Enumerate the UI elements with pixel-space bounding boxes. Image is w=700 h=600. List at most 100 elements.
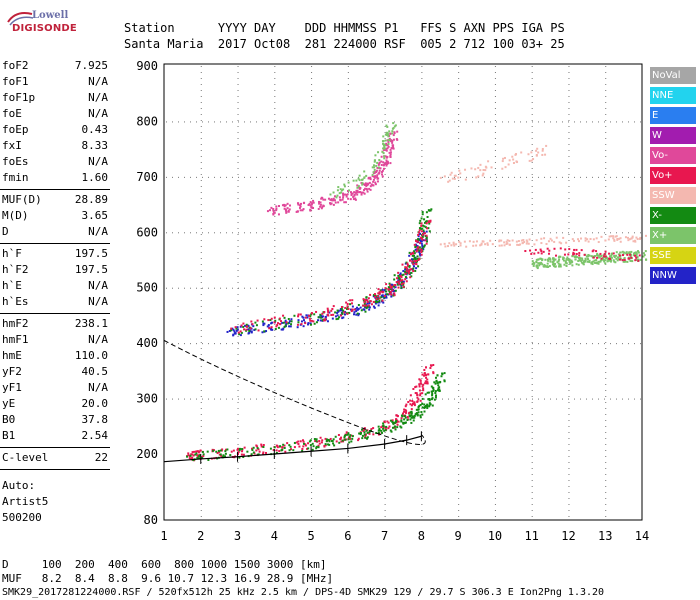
grid-dot [421, 168, 423, 169]
trace-point-x [609, 255, 612, 258]
trace-point-xplus-upper [347, 181, 350, 184]
grid-dot [458, 492, 460, 493]
trace-point-ssw-upper [484, 169, 487, 172]
trace-point-nnw [355, 310, 358, 313]
grid-dot [531, 150, 533, 151]
grid-dot [562, 232, 563, 234]
grid-dot [200, 96, 202, 97]
grid-dot [274, 150, 276, 151]
trace-point-voplus-upper [304, 322, 307, 325]
grid-dot [568, 186, 570, 187]
grid-dot [556, 398, 557, 400]
grid-dot [384, 258, 386, 259]
grid-dot [526, 232, 527, 234]
trace-point-x [428, 398, 431, 401]
trace-point-xminus-upper [423, 244, 426, 247]
grid-dot [531, 84, 533, 85]
trace-point-x [598, 254, 601, 257]
trace-point-ssw [607, 238, 610, 241]
grid-dot [250, 232, 251, 234]
trace-point-voplus-upper [364, 304, 367, 307]
trace-point-nnw [414, 248, 417, 251]
grid-dot [347, 120, 349, 121]
grid-dot [274, 480, 276, 481]
trace-point-x [622, 260, 625, 263]
param-value: N/A [88, 225, 108, 238]
grid-dot [531, 132, 533, 133]
trace-point-nnw [415, 267, 418, 270]
grid-dot [304, 176, 305, 178]
trace-point-x [629, 255, 632, 258]
grid-dot [274, 114, 276, 115]
grid-dot [430, 232, 431, 234]
grid-dot [311, 216, 313, 217]
grid-dot [605, 462, 607, 463]
trace-point-vo [314, 440, 317, 443]
grid-dot [274, 228, 276, 229]
grid-dot [568, 343, 569, 345]
trace-point-xminus-upper [428, 230, 431, 233]
trace-point-x [361, 428, 364, 431]
trace-point-xminus-upper [424, 221, 427, 224]
trace-point-ssw [443, 242, 446, 245]
trace-point-ssw-upper [479, 163, 482, 166]
trace-point-x [403, 421, 406, 424]
trace-point-x [616, 259, 619, 262]
trace-point-x [419, 404, 422, 407]
trace-point-vo [324, 444, 327, 447]
grid-dot [172, 176, 173, 178]
grid-dot [605, 192, 607, 193]
grid-dot [384, 198, 386, 199]
grid-dot [640, 121, 641, 123]
trace-point-xminus-upper [372, 294, 375, 297]
grid-dot [520, 287, 521, 289]
trace-point-xplus-upper [361, 182, 364, 185]
grid-dot [200, 336, 202, 337]
grid-dot [311, 132, 313, 133]
grid-dot [568, 504, 570, 505]
trace-point-ssw-upper [487, 160, 490, 163]
grid-dot [311, 186, 313, 187]
grid-dot [421, 150, 423, 151]
trace-point-x [315, 440, 318, 443]
param-name: M(D) [2, 209, 29, 222]
trace-point-nnw [391, 284, 394, 287]
grid-dot [568, 450, 570, 451]
grid-dot [616, 287, 617, 289]
grid-dot [200, 276, 202, 277]
grid-dot [421, 360, 423, 361]
trace-point-vo [278, 450, 281, 453]
grid-dot [237, 444, 239, 445]
grid-dot [494, 450, 496, 451]
trace-point-x [613, 260, 616, 263]
trace-point-xminus-upper [360, 309, 363, 312]
grid-dot [436, 176, 437, 178]
trace-point-x [302, 442, 305, 445]
grid-dot [238, 176, 239, 178]
grid-dot [311, 396, 313, 397]
grid-dot [605, 312, 607, 313]
y-tick-label: 800 [136, 114, 158, 128]
trace-point-vo [299, 204, 302, 207]
trace-point-xminus-upper [430, 208, 433, 211]
grid-dot [196, 287, 197, 289]
trace-point-xminus-upper [412, 258, 415, 261]
trace-point-nnw [285, 322, 288, 325]
grid-dot [531, 126, 533, 127]
grid-dot [384, 396, 386, 397]
grid-dot [628, 287, 629, 289]
trace-point-vo [425, 366, 428, 369]
grid-dot [598, 232, 599, 234]
grid-dot [472, 343, 473, 345]
trace-point-x [621, 250, 624, 253]
trace-point-nnw [288, 320, 291, 323]
trace-point-voplus-upper [378, 297, 381, 300]
trace-point-x [400, 420, 403, 423]
trace-point-vo [332, 203, 335, 206]
trace-point-vo [356, 191, 359, 194]
trace-point-vo [340, 436, 343, 439]
trace-point-ssw [631, 236, 634, 239]
grid-dot [605, 516, 607, 517]
grid-dot [347, 390, 349, 391]
trace-point-x [587, 253, 590, 256]
